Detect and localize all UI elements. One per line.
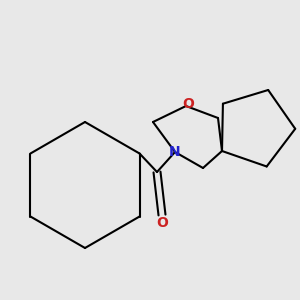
Text: O: O <box>156 216 168 230</box>
Text: O: O <box>182 97 194 111</box>
Text: N: N <box>169 145 181 159</box>
